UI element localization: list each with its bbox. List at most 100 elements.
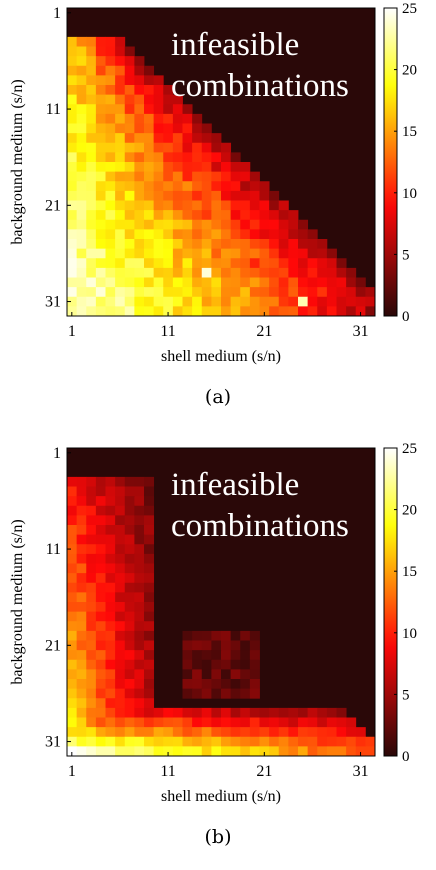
heatmap-cell xyxy=(76,650,87,661)
heatmap-cell xyxy=(124,553,135,564)
heatmap-cell xyxy=(172,707,183,718)
heatmap-cell xyxy=(163,229,174,240)
heatmap-cell xyxy=(172,287,183,298)
heatmap-cell xyxy=(76,640,87,651)
heatmap-cell xyxy=(95,277,106,288)
heatmap-cell xyxy=(221,659,232,670)
heatmap-cell xyxy=(95,123,106,134)
heatmap-cell xyxy=(278,287,289,298)
heatmap-cell xyxy=(230,287,241,298)
caption-b: (b) xyxy=(204,826,232,848)
heatmap-cell xyxy=(124,736,135,747)
heatmap-cell xyxy=(153,200,164,211)
heatmap-cell xyxy=(221,630,232,641)
heatmap-cell xyxy=(67,496,78,507)
heatmap-cell xyxy=(124,248,135,259)
heatmap-cell xyxy=(105,630,116,641)
heatmap-cell xyxy=(182,688,193,699)
heatmap-cell xyxy=(259,210,270,221)
heatmap-cell xyxy=(211,707,222,718)
heatmap-cell xyxy=(67,75,78,86)
heatmap-cell xyxy=(86,152,97,163)
heatmap-cell xyxy=(288,746,299,757)
heatmap-cell xyxy=(124,65,135,76)
heatmap-cell xyxy=(134,669,145,680)
heatmap-cell xyxy=(211,717,222,728)
heatmap-cell xyxy=(86,133,97,144)
heatmap-cell xyxy=(278,258,289,269)
heatmap-cell xyxy=(76,582,87,593)
heatmap-cell xyxy=(144,630,155,641)
heatmap-cell xyxy=(105,659,116,670)
heatmap-cell xyxy=(298,219,309,230)
heatmap-cell xyxy=(86,746,97,757)
heatmap-cell xyxy=(163,133,174,144)
heatmap-cell xyxy=(76,287,87,298)
heatmap-cell xyxy=(105,746,116,757)
heatmap-cell xyxy=(95,736,106,747)
heatmap-cell xyxy=(144,746,155,757)
heatmap-cell xyxy=(67,277,78,288)
heatmap-cell xyxy=(172,717,183,728)
heatmap-cell xyxy=(211,181,222,192)
heatmap-cell xyxy=(115,123,126,134)
heatmap-cell xyxy=(288,248,299,259)
heatmap-cell xyxy=(153,306,164,317)
heatmap-cell xyxy=(67,553,78,564)
heatmap-cell xyxy=(67,200,78,211)
heatmap-cell xyxy=(211,239,222,250)
heatmap-cell xyxy=(134,707,145,718)
heatmap-cell xyxy=(278,736,289,747)
heatmap-cell xyxy=(124,171,135,182)
heatmap-cell xyxy=(201,133,212,144)
heatmap-cell xyxy=(182,152,193,163)
heatmap-cell xyxy=(124,544,135,555)
heatmap-cell xyxy=(76,239,87,250)
heatmap-cell xyxy=(336,296,347,307)
heatmap-cell xyxy=(288,727,299,738)
heatmap-cell xyxy=(211,659,222,670)
heatmap-cell xyxy=(95,229,106,240)
heatmap-cell xyxy=(172,190,183,201)
heatmap-cell xyxy=(144,573,155,584)
heatmap-cell xyxy=(76,525,87,536)
heatmap-cell xyxy=(182,679,193,690)
x-tick-label: 11 xyxy=(160,323,175,340)
heatmap-cell xyxy=(67,582,78,593)
heatmap-cell xyxy=(172,123,183,134)
heatmap-cell xyxy=(95,515,106,526)
heatmap-cell xyxy=(76,113,87,124)
heatmap-cell xyxy=(298,746,309,757)
heatmap-cell xyxy=(153,75,164,86)
heatmap-cell xyxy=(163,258,174,269)
heatmap-cell xyxy=(95,659,106,670)
heatmap-cell xyxy=(192,277,203,288)
heatmap-cell xyxy=(115,248,126,259)
heatmap-cell xyxy=(67,190,78,201)
heatmap-cell xyxy=(115,229,126,240)
heatmap-cell xyxy=(67,650,78,661)
heatmap-cell xyxy=(105,736,116,747)
heatmap-cell xyxy=(95,563,106,574)
heatmap-cell xyxy=(153,190,164,201)
heatmap-cell xyxy=(105,75,116,86)
heatmap-cell xyxy=(153,239,164,250)
heatmap-cell xyxy=(240,200,251,211)
heatmap-cell xyxy=(144,602,155,613)
heatmap-cell xyxy=(249,669,260,680)
heatmap-cell xyxy=(201,746,212,757)
heatmap-cell xyxy=(115,65,126,76)
heatmap-cell xyxy=(134,94,145,105)
heatmap-cell xyxy=(192,113,203,124)
heatmap-cell xyxy=(172,306,183,317)
heatmap-cell xyxy=(124,630,135,641)
heatmap-cell xyxy=(76,210,87,221)
caption-a: (a) xyxy=(204,386,232,408)
heatmap-cell xyxy=(86,36,97,47)
heatmap-cell xyxy=(76,162,87,173)
heatmap-cell xyxy=(355,727,366,738)
x-tick-label: 1 xyxy=(68,763,76,780)
heatmap-cell xyxy=(105,181,116,192)
heatmap-cell xyxy=(105,258,116,269)
heatmap-cell xyxy=(115,640,126,651)
